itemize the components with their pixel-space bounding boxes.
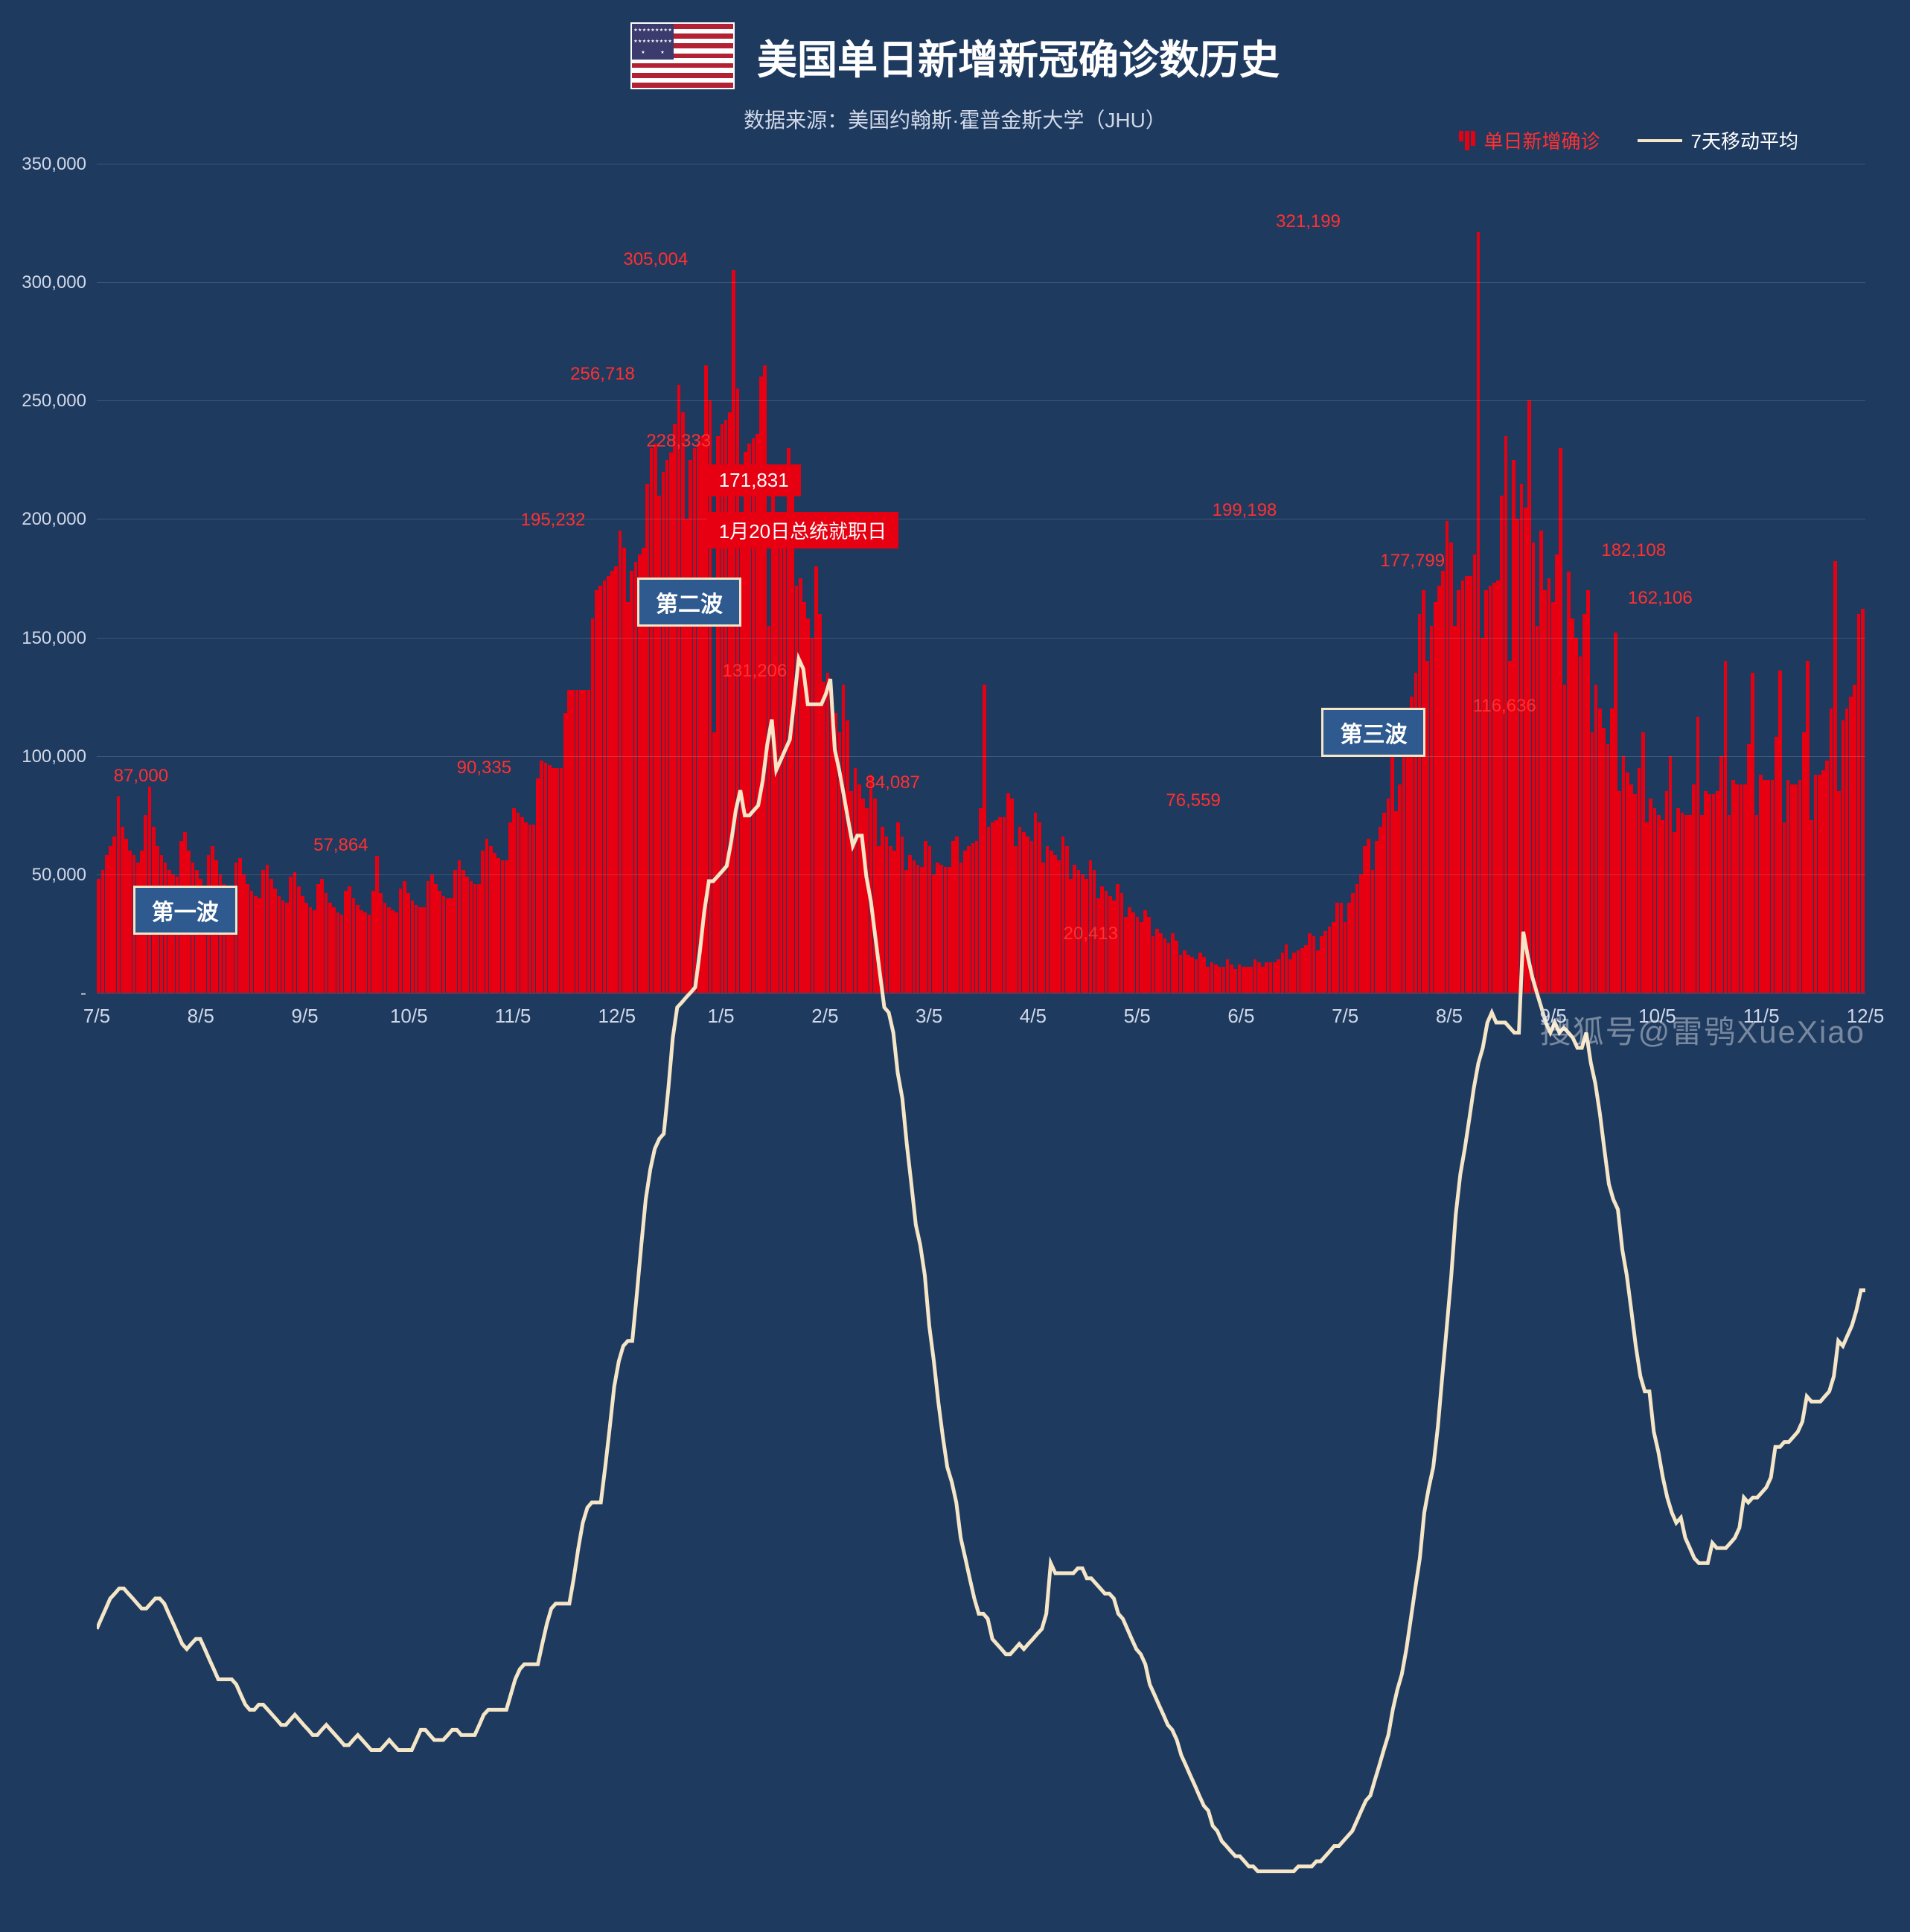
- x-axis-label: 6/5: [1227, 1005, 1254, 1028]
- x-axis-label: 8/5: [188, 1005, 214, 1028]
- grid-line: 50,000: [97, 874, 1865, 875]
- x-axis-label: 9/5: [291, 1005, 318, 1028]
- data-label: 162,106: [1628, 588, 1693, 609]
- legend-line: 7天移动平均: [1638, 127, 1798, 154]
- x-axis-label: 1/5: [708, 1005, 735, 1028]
- data-label: 116,636: [1473, 696, 1536, 717]
- data-label: 57,864: [313, 835, 368, 856]
- y-axis-label: 250,000: [22, 391, 86, 412]
- data-label: 131,206: [722, 661, 787, 682]
- data-label: 177,799: [1380, 551, 1445, 572]
- y-axis-label: 150,000: [22, 628, 86, 649]
- data-label: 228,333: [646, 431, 711, 452]
- grid-line: 300,000: [97, 282, 1865, 283]
- data-label: 195,232: [521, 510, 586, 531]
- x-axis-label: 7/5: [83, 1005, 110, 1028]
- wave-badge: 第二波: [637, 578, 741, 627]
- us-flag-icon: ★★★★★★★★★★★★★★★★★★★★: [630, 22, 735, 89]
- legend-line-label: 7天移动平均: [1691, 127, 1798, 154]
- watermark: 搜狐号@雷鸮XueXiao: [1540, 1007, 1865, 1052]
- y-axis-label: 100,000: [22, 746, 86, 767]
- data-label: 84,087: [865, 773, 919, 793]
- chart-area: -50,000100,000150,000200,000250,000300,0…: [97, 164, 1865, 993]
- data-label: 256,718: [570, 364, 635, 385]
- data-label: 90,335: [457, 758, 511, 778]
- x-axis-label: 8/5: [1436, 1005, 1463, 1028]
- x-axis-label: 10/5: [390, 1005, 428, 1028]
- legend-bars: 单日新增确诊: [1459, 127, 1600, 154]
- grid-line: 100,000: [97, 756, 1865, 757]
- annotation-box: 171,831: [707, 464, 801, 496]
- x-axis-label: 4/5: [1020, 1005, 1047, 1028]
- wave-badge: 第一波: [133, 886, 237, 935]
- y-axis-label: 50,000: [32, 865, 86, 886]
- x-axis-label: 12/5: [598, 1005, 636, 1028]
- x-axis-label: 7/5: [1332, 1005, 1358, 1028]
- data-label: 321,199: [1276, 211, 1341, 232]
- chart-title: 美国单日新增新冠确诊数历史: [757, 27, 1280, 86]
- grid-line: 250,000: [97, 400, 1865, 401]
- x-axis-label: 2/5: [811, 1005, 838, 1028]
- x-axis-label: 5/5: [1124, 1005, 1151, 1028]
- x-axis-label: 3/5: [916, 1005, 942, 1028]
- data-label: 87,000: [114, 766, 168, 787]
- y-axis-label: 300,000: [22, 272, 86, 293]
- annotation-box: 1月20日总统就职日: [707, 512, 898, 548]
- data-label: 182,108: [1601, 540, 1666, 561]
- legend-bars-label: 单日新增确诊: [1484, 127, 1600, 154]
- y-axis-label: 200,000: [22, 509, 86, 530]
- data-label: 20,413: [1064, 924, 1118, 944]
- data-label: 305,004: [623, 249, 688, 270]
- wave-badge: 第三波: [1321, 708, 1425, 757]
- data-label: 76,559: [1166, 790, 1220, 811]
- grid-line: -: [97, 993, 1865, 994]
- grid-line: 150,000: [97, 638, 1865, 639]
- y-axis-label: 350,000: [22, 154, 86, 175]
- legend: 单日新增确诊 7天移动平均: [1459, 127, 1798, 154]
- data-label: 199,198: [1213, 500, 1277, 521]
- y-axis-label: -: [80, 983, 86, 1004]
- x-axis-label: 11/5: [495, 1005, 531, 1028]
